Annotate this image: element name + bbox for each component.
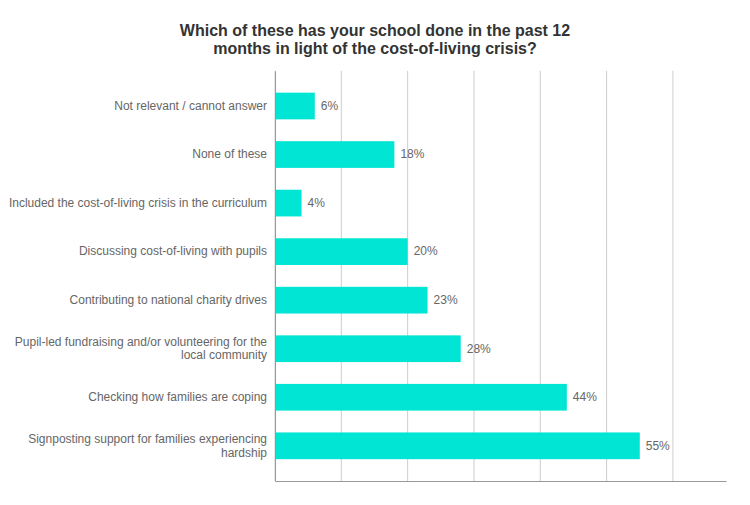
y-tick-label-line: Pupil-led fundraising and/or volunteerin…: [15, 335, 267, 349]
bar: [275, 384, 567, 411]
grid-line: [672, 71, 673, 481]
y-axis-line: [275, 71, 276, 481]
bars: [275, 93, 640, 460]
chart-container: Which of these has your school done in t…: [0, 0, 750, 505]
y-tick-label-line: Checking how families are coping: [88, 390, 267, 404]
data-label: 4%: [308, 196, 326, 210]
y-tick-label-line: Included the cost-of-living crisis in th…: [9, 196, 267, 210]
data-label: 44%: [573, 390, 597, 404]
y-tick: Checking how families are coping: [88, 390, 275, 404]
data-label: 18%: [400, 147, 424, 161]
y-tick-label: Signposting support for families experie…: [28, 432, 267, 460]
title-line: Which of these has your school done in t…: [180, 22, 570, 39]
y-tick-label-line: Discussing cost-of-living with pupils: [79, 244, 267, 258]
data-label: 6%: [321, 99, 339, 113]
y-tick-label-line: local community: [181, 348, 267, 362]
y-tick: Pupil-led fundraising and/or volunteerin…: [15, 335, 275, 363]
y-tick-label: Contributing to national charity drives: [70, 293, 267, 307]
y-tick-label: Included the cost-of-living crisis in th…: [9, 196, 267, 210]
y-tick: None of these: [192, 147, 275, 161]
bar: [275, 93, 315, 120]
plot-area: Signposting support for families experie…: [9, 71, 727, 482]
bar: [275, 190, 302, 217]
y-tick-label: None of these: [192, 147, 267, 161]
bar: [275, 287, 428, 314]
bar: [275, 335, 461, 362]
y-tick-label-line: None of these: [192, 147, 267, 161]
y-axis: Signposting support for families experie…: [9, 71, 276, 481]
y-tick-label-line: hardship: [221, 446, 267, 460]
data-label: 55%: [646, 439, 670, 453]
y-tick-label: Pupil-led fundraising and/or volunteerin…: [15, 335, 267, 363]
y-tick-label-line: Contributing to national charity drives: [70, 293, 267, 307]
grid-line: [473, 71, 474, 481]
y-tick-label-line: Not relevant / cannot answer: [114, 99, 267, 113]
title-line: months in light of the cost-of-living cr…: [213, 40, 537, 57]
bar: [275, 432, 640, 459]
y-tick-label-line: Signposting support for families experie…: [28, 432, 267, 446]
y-tick-label: Not relevant / cannot answer: [114, 99, 267, 113]
grid: [275, 71, 673, 481]
y-tick: Contributing to national charity drives: [70, 293, 275, 307]
data-labels: 55% 44% 28% 23% 20% 4% 18% 6%: [308, 99, 671, 453]
grid-line: [540, 71, 541, 481]
grid-line: [606, 71, 607, 481]
y-tick-label: Discussing cost-of-living with pupils: [79, 244, 267, 258]
y-tick-label: Checking how families are coping: [88, 390, 267, 404]
bar: [275, 238, 408, 265]
x-axis-line: [276, 481, 727, 482]
y-tick: Included the cost-of-living crisis in th…: [9, 196, 275, 210]
grid-line: [341, 71, 342, 481]
grid-line: [275, 71, 276, 481]
grid-line: [407, 71, 408, 481]
bar: [275, 141, 394, 168]
data-label: 20%: [414, 244, 438, 258]
x-axis: [276, 481, 727, 483]
chart-svg: Which of these has your school done in t…: [0, 0, 750, 505]
data-label: 28%: [467, 342, 491, 356]
chart-title: Which of these has your school done in t…: [180, 22, 570, 57]
y-tick: Not relevant / cannot answer: [114, 99, 275, 113]
data-label: 23%: [434, 293, 458, 307]
y-tick: Signposting support for families experie…: [28, 432, 275, 460]
y-tick: Discussing cost-of-living with pupils: [79, 244, 275, 258]
